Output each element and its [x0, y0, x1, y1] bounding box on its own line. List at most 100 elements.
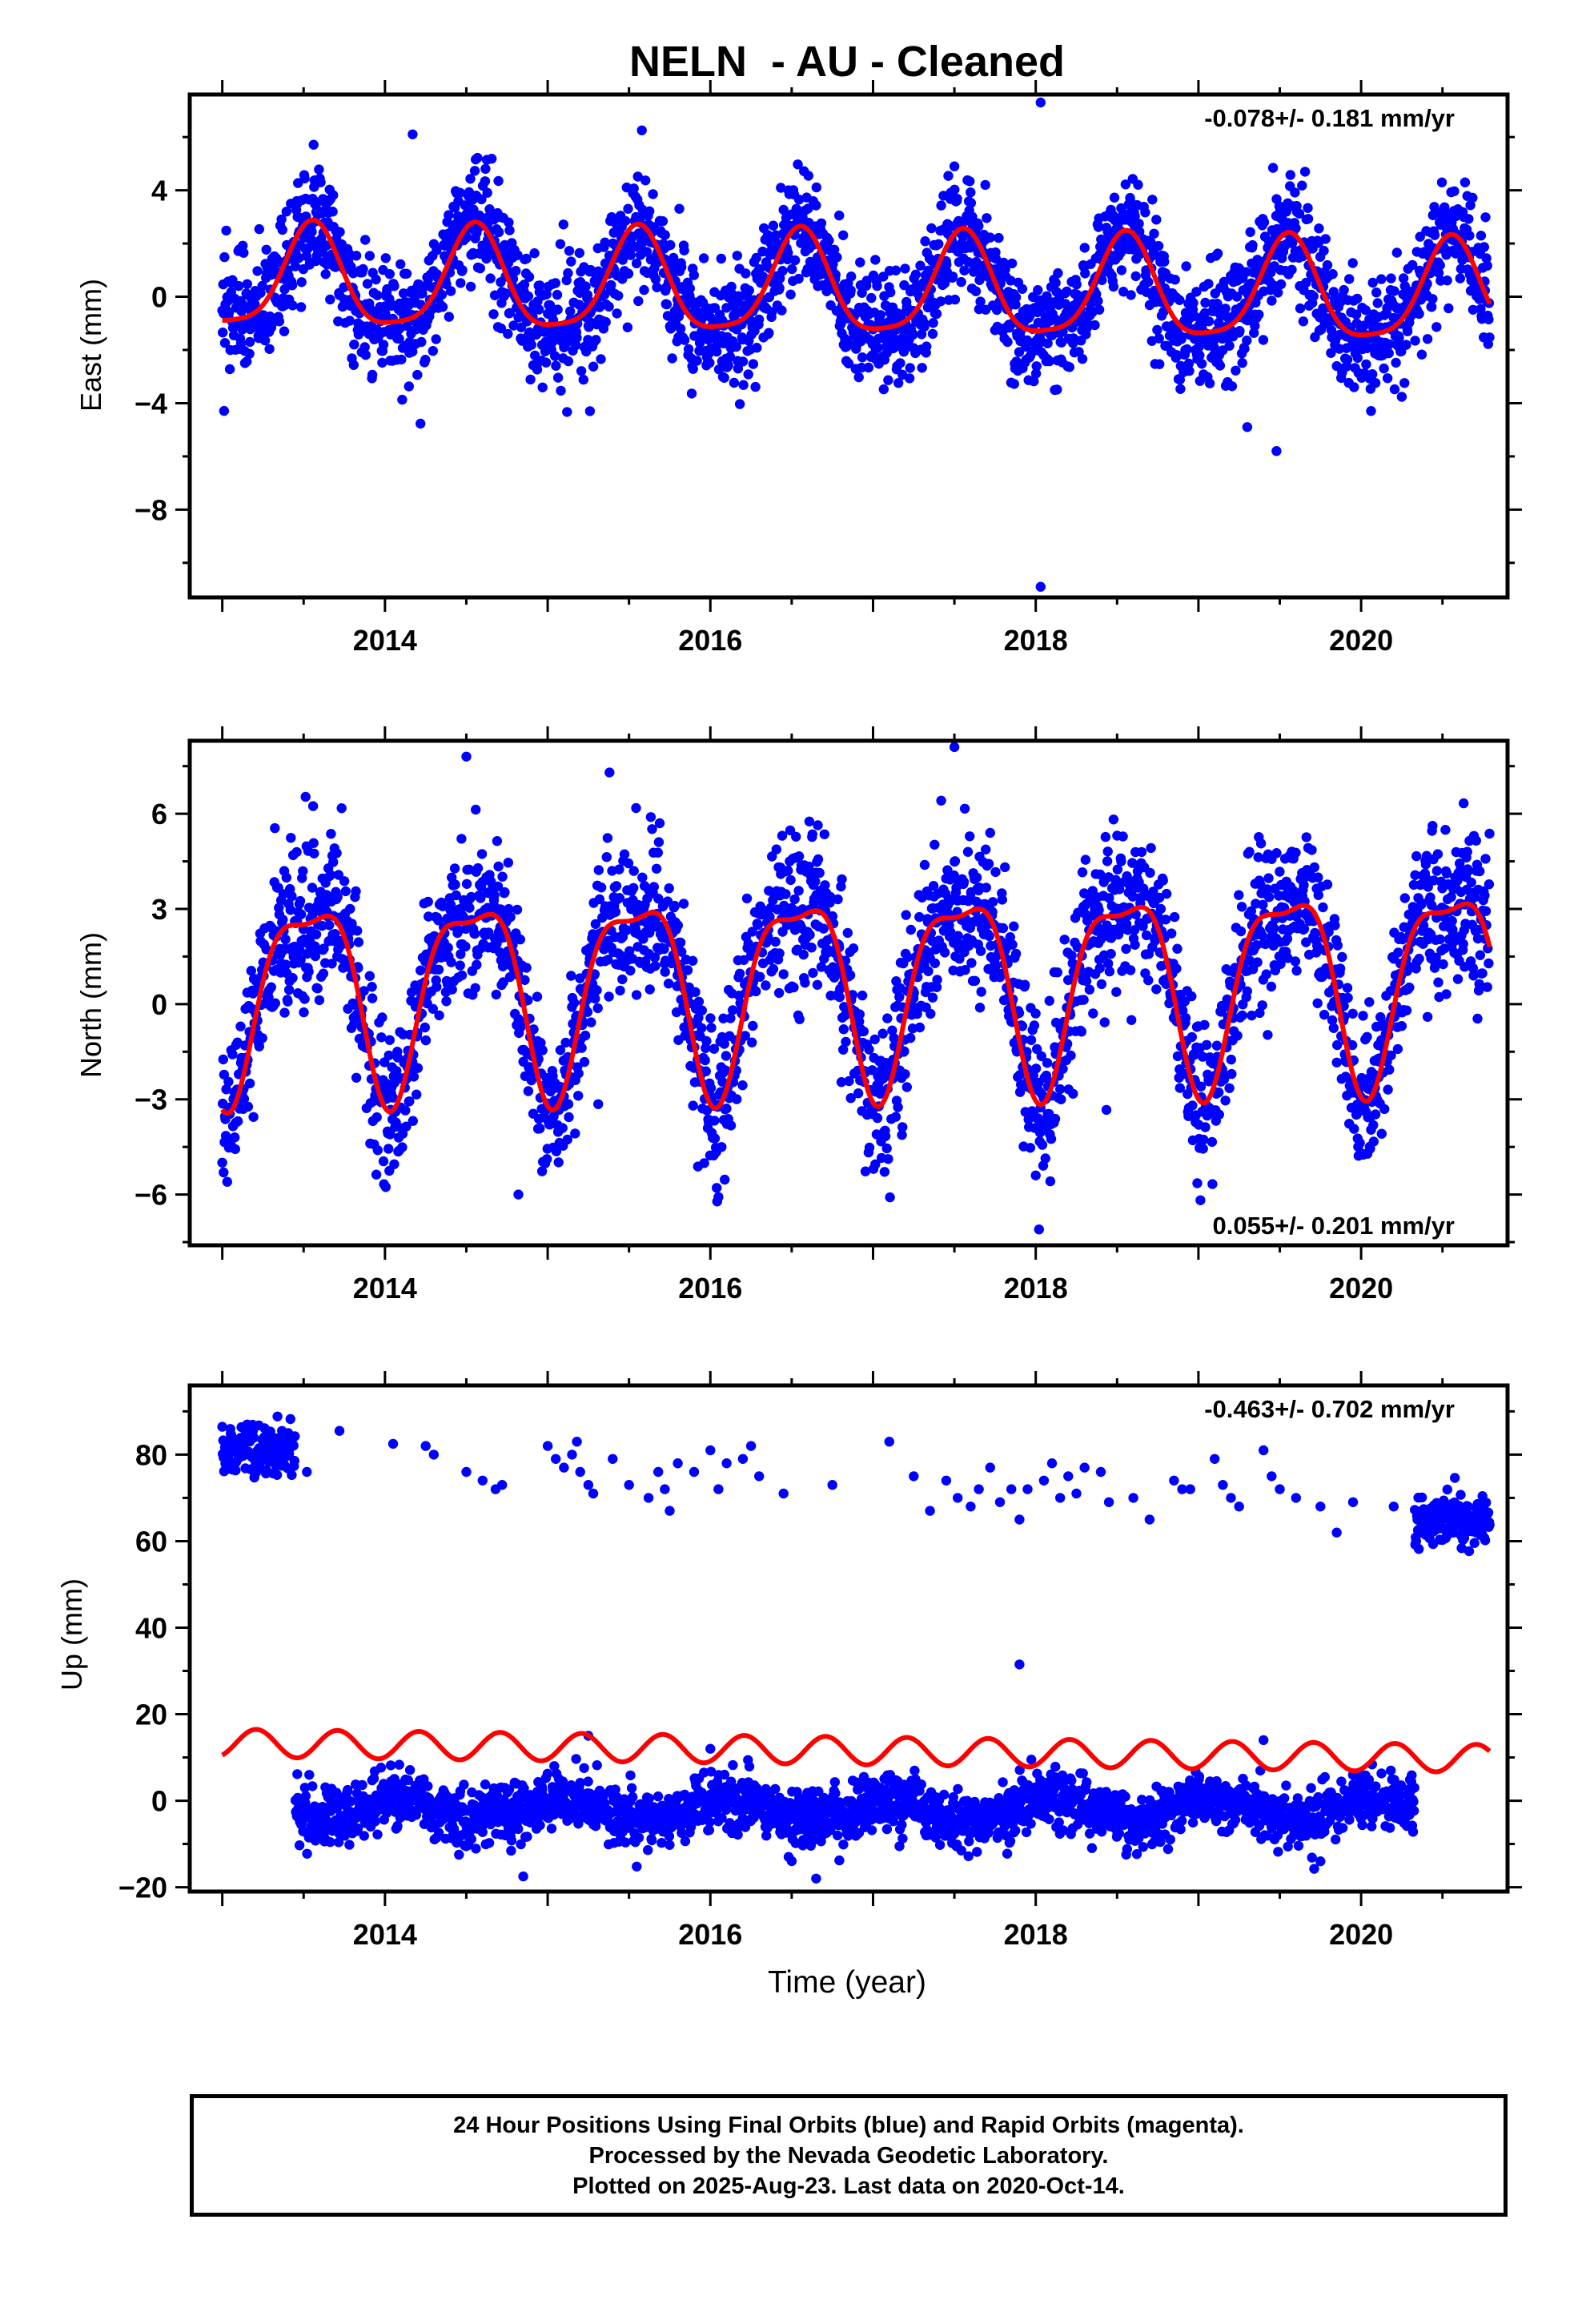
north-data-point — [336, 803, 347, 814]
north-data-point — [1186, 991, 1197, 1002]
east-data-point — [541, 289, 552, 300]
east-data-point — [832, 252, 842, 263]
north-data-point — [1146, 842, 1156, 854]
north-data-point — [770, 936, 781, 947]
north-data-point — [614, 864, 624, 875]
north-data-point — [1252, 957, 1263, 967]
east-data-point — [457, 265, 468, 275]
east-data-point — [1416, 349, 1427, 360]
north-data-point — [235, 1021, 246, 1031]
east-data-point — [558, 219, 568, 230]
north-data-point — [652, 847, 663, 858]
north-data-point — [596, 883, 607, 893]
east-data-point — [360, 350, 371, 360]
north-data-point — [1195, 1195, 1206, 1206]
east-data-point — [900, 263, 910, 274]
east-data-point — [580, 281, 591, 292]
north-data-point — [985, 827, 996, 838]
east-data-point — [1396, 392, 1407, 402]
north-data-point — [709, 1116, 720, 1126]
east-data-point — [952, 194, 962, 204]
east-data-point — [1152, 324, 1162, 336]
north-data-point — [299, 994, 310, 1004]
north-data-point — [853, 1088, 864, 1099]
north-data-point — [808, 967, 818, 979]
east-data-point — [1077, 354, 1088, 364]
north-data-point — [312, 983, 323, 994]
north-data-point — [984, 931, 994, 942]
east-data-point — [1376, 274, 1387, 284]
east-data-point — [250, 299, 260, 310]
east-data-point — [1203, 279, 1214, 289]
east-data-point — [239, 247, 249, 258]
east-data-point — [242, 279, 252, 289]
east-data-point — [994, 232, 1004, 243]
north-data-point — [1121, 943, 1131, 955]
north-data-point — [688, 1100, 698, 1111]
north-data-point — [1052, 967, 1063, 978]
east-data-point — [943, 171, 954, 181]
north-data-point — [1244, 846, 1255, 857]
north-data-point — [1145, 867, 1155, 879]
north-data-point — [781, 889, 791, 899]
north-data-point — [592, 1003, 603, 1014]
north-data-point — [1224, 1083, 1235, 1094]
north-data-point — [793, 886, 804, 896]
east-data-point — [535, 280, 545, 291]
east-outlier-point — [949, 161, 960, 171]
east-data-point — [811, 200, 821, 211]
east-data-point — [1052, 384, 1062, 395]
east-data-point — [870, 255, 881, 265]
east-data-point — [689, 270, 699, 280]
north-data-point — [936, 795, 946, 806]
north-data-point — [950, 856, 961, 866]
east-data-point — [657, 216, 669, 227]
north-data-point — [794, 1014, 805, 1024]
east-data-point — [917, 363, 927, 373]
east-data-point — [789, 255, 801, 266]
east-data-point — [287, 280, 298, 291]
east-data-point — [734, 399, 745, 409]
north-data-point — [1172, 943, 1182, 954]
east-data-point — [325, 294, 335, 305]
east-data-point — [982, 213, 992, 223]
east-data-point — [1367, 277, 1378, 288]
north-data-point — [959, 803, 970, 814]
east-data-point — [349, 340, 359, 350]
east-data-point — [750, 381, 761, 392]
east-data-point — [394, 333, 404, 344]
east-data-point — [277, 224, 287, 235]
north-data-point — [308, 838, 319, 849]
east-data-point — [564, 246, 575, 256]
east-data-point — [679, 245, 689, 255]
east-data-point — [875, 310, 886, 320]
north-data-point — [324, 920, 335, 931]
east-data-point — [1224, 340, 1235, 351]
north-data-point — [894, 991, 905, 1003]
north-data-point — [1068, 1088, 1078, 1100]
north-data-point — [785, 875, 796, 886]
north-data-point — [1125, 965, 1136, 975]
east-data-point — [221, 225, 231, 236]
east-data-point — [1460, 177, 1471, 187]
north-data-point — [1126, 1015, 1137, 1025]
north-data-point — [848, 943, 859, 954]
north-data-point — [1332, 1039, 1343, 1051]
east-data-point — [552, 304, 563, 315]
north-data-point — [563, 1099, 574, 1109]
east-data-point — [1290, 187, 1300, 198]
north-data-point — [521, 963, 532, 973]
east-data-point — [576, 366, 587, 376]
north-data-point — [377, 1012, 387, 1023]
north-data-point — [604, 991, 614, 1002]
east-data-point — [371, 274, 381, 285]
east-data-point — [1010, 292, 1022, 303]
north-data-point — [367, 993, 378, 1003]
north-data-point — [869, 1034, 880, 1045]
east-data-point — [1094, 304, 1105, 315]
east-data-point — [482, 187, 492, 198]
north-data-point — [1227, 1068, 1237, 1080]
east-data-point — [1126, 290, 1136, 300]
north-data-point — [1257, 930, 1267, 940]
east-data-point — [307, 227, 317, 237]
